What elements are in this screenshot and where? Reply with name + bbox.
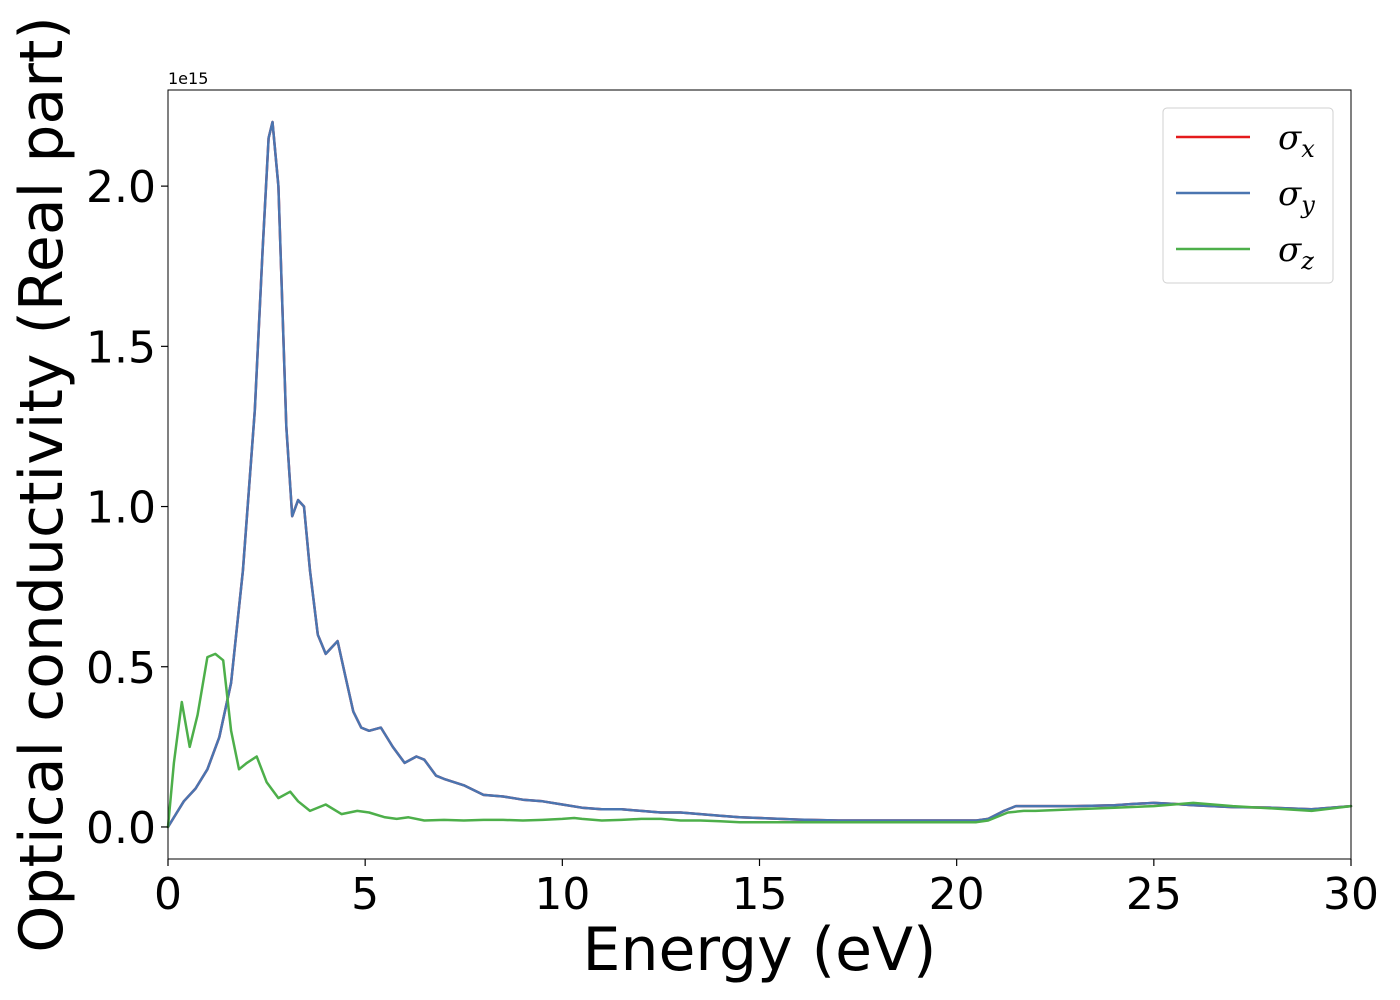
y-tick-label: 0.5 [86,643,156,694]
legend-label-x: σx [1278,118,1315,163]
x-tick-label: 5 [351,869,379,920]
y-tick-label: 0.0 [86,803,156,854]
x-tick-label: 20 [929,869,985,920]
x-tick-label: 25 [1126,869,1182,920]
x-axis-label: Energy (eV) [583,915,937,985]
legend: σx σy σz [1162,107,1334,284]
y-tick-label: 1.5 [86,322,156,373]
series-layer [166,120,1353,829]
legend-label-y: σy [1278,174,1315,219]
y-axis-label: Optical conductivity (Real part) [7,16,77,953]
legend-box [1162,107,1334,284]
x-axis: 0 5 10 15 20 25 30 [154,859,1379,920]
x-tick-label: 15 [732,869,788,920]
series-line-y [166,120,1353,829]
legend-label-z: σz [1278,230,1314,275]
series-line-z [166,652,1353,829]
x-tick-label: 10 [534,869,590,920]
y-tick-label: 1.0 [86,483,156,534]
y-tick-label: 2.0 [86,162,156,213]
y-axis: 0.0 0.5 1.0 1.5 2.0 [86,162,168,854]
x-tick-label: 0 [154,869,182,920]
y-offset-label: 1e15 [168,69,208,88]
x-tick-label: 30 [1323,869,1379,920]
